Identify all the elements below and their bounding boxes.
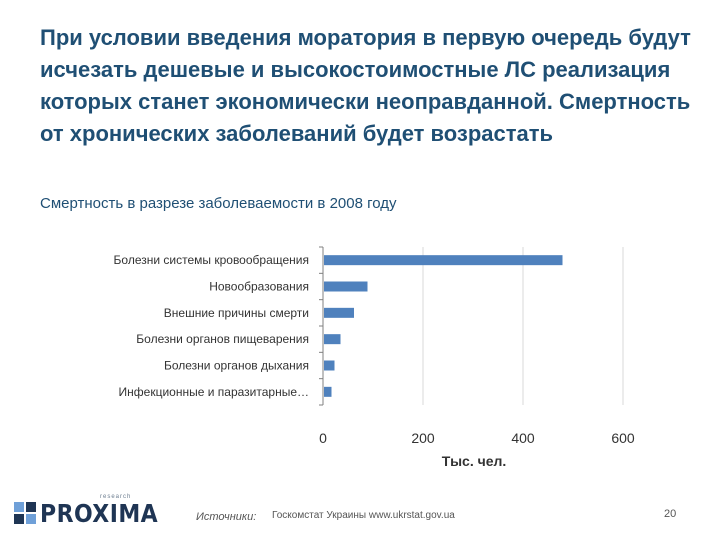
bar [324, 386, 332, 397]
x-tick-label: 600 [611, 430, 635, 446]
bar [324, 360, 335, 371]
logo-small-text: research [100, 494, 132, 500]
bar [324, 334, 341, 345]
category-label: Инфекционные и паразитарные… [119, 385, 309, 399]
x-axis-label: Тыс. чел. [442, 453, 507, 469]
slide-title: При условии введения моратория в первую … [40, 25, 691, 146]
x-tick-label: 400 [511, 430, 535, 446]
sources-text: Госкомстат Украины www.ukrstat.gov.ua [272, 510, 455, 521]
bar [324, 281, 368, 292]
x-tick-label: 200 [411, 430, 435, 446]
page-number: 20 [664, 508, 677, 520]
proxima-logo: PROXIMA [14, 498, 174, 528]
bar [324, 255, 563, 266]
category-label: Новообразования [209, 280, 309, 294]
chart-subtitle: Смертность в разрезе заболеваемости в 20… [40, 195, 397, 212]
logo-text: PROXIMA [40, 498, 159, 528]
proxima-logo-icon [14, 502, 36, 524]
category-label: Внешние причины смерти [164, 306, 309, 320]
category-label: Болезни органов дыхания [164, 359, 309, 373]
category-label: Болезни органов пищеварения [136, 332, 309, 346]
category-label: Болезни системы кровообращения [114, 253, 309, 267]
bar [324, 307, 354, 318]
sources-label: Источники: [196, 511, 257, 523]
x-tick-label: 0 [319, 430, 327, 446]
